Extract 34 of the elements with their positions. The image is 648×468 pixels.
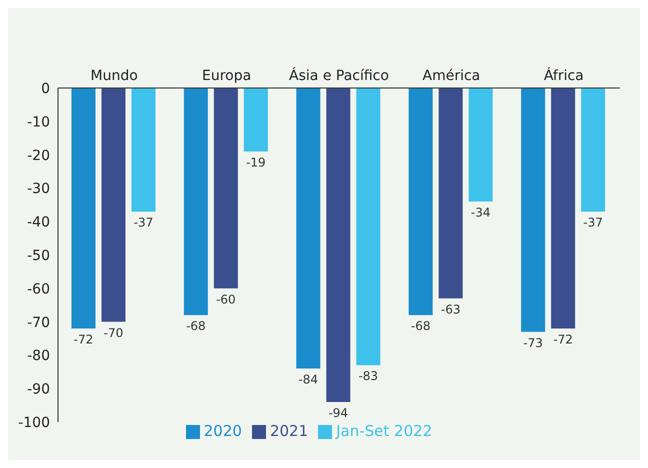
y-tick-label: -40 [27, 214, 50, 231]
y-tick-label: -10 [27, 114, 50, 130]
y-tick-label: -60 [27, 281, 50, 298]
x-tick-label: Europa [202, 68, 252, 84]
data-label: -37 [583, 216, 603, 230]
data-label: -72 [74, 332, 94, 346]
y-tick-label: -80 [27, 348, 50, 364]
legend-label: 2020 [204, 422, 242, 440]
y-tick-label: -30 [27, 181, 50, 198]
data-label: -84 [298, 372, 318, 387]
data-label: -83 [358, 369, 378, 384]
legend-label: Jan-Set 2022 [336, 422, 432, 440]
x-tick-label: América [422, 68, 480, 84]
x-tick-label: África [544, 67, 584, 84]
y-tick-label: -90 [27, 382, 50, 398]
y-tick-label: -20 [27, 148, 50, 164]
data-label: -68 [186, 319, 206, 334]
data-label: -94 [328, 406, 348, 420]
x-tick-label: Ásia e Pacífico [289, 67, 389, 84]
x-tick-label: Mundo [90, 68, 138, 84]
data-label: -37 [134, 216, 154, 230]
data-label: -72 [553, 332, 573, 346]
data-label: -19 [246, 155, 266, 170]
data-label: -73 [523, 336, 543, 350]
y-tick-label: -50 [27, 248, 50, 264]
data-label: -68 [410, 319, 430, 334]
data-label: -70 [104, 326, 124, 340]
y-tick-label: -70 [27, 314, 50, 331]
data-label: -60 [216, 292, 236, 306]
data-label: -63 [440, 302, 460, 316]
data-label: -34 [470, 206, 490, 220]
legend-label: 2021 [270, 422, 308, 440]
y-tick-label: 0 [41, 80, 50, 97]
y-tick-label: -100 [18, 414, 50, 431]
